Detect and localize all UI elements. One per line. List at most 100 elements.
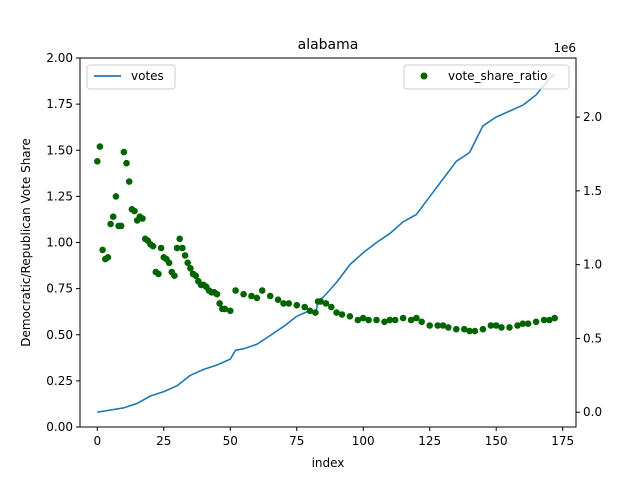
legend-vote-share-swatch bbox=[420, 72, 428, 80]
vote-share-point bbox=[179, 244, 186, 252]
vote-share-point bbox=[333, 309, 340, 316]
vote-share-point bbox=[391, 316, 399, 324]
y-axis-right-offset-text: 1e6 bbox=[553, 41, 576, 55]
vote-share-point bbox=[248, 292, 255, 300]
x-tick-label: 100 bbox=[352, 434, 375, 448]
legend-vote-share-label: vote_share_ratio bbox=[448, 69, 547, 83]
y2-tick-label: 0.0 bbox=[583, 405, 602, 419]
vote-share-point bbox=[434, 322, 442, 329]
plot-series bbox=[94, 73, 558, 413]
vote-share-point bbox=[365, 316, 372, 324]
vote-share-point bbox=[173, 244, 181, 252]
chart-title: alabama bbox=[298, 37, 359, 53]
y-tick-label: 1.50 bbox=[46, 143, 73, 157]
vote-share-point bbox=[149, 242, 157, 250]
vote-share-point bbox=[227, 307, 234, 315]
vote-share-point bbox=[96, 143, 104, 150]
vote-share-point bbox=[407, 316, 415, 324]
y2-tick-label: 1.0 bbox=[583, 258, 602, 272]
vote-share-point bbox=[328, 303, 335, 311]
vote-share-point bbox=[123, 159, 130, 167]
x-tick-label: 75 bbox=[289, 434, 304, 448]
vote-share-point bbox=[104, 253, 112, 261]
vote-share-point bbox=[461, 325, 468, 333]
vote-share-point bbox=[125, 178, 133, 185]
vote-share-point bbox=[487, 322, 495, 329]
vote-share-point bbox=[285, 300, 293, 307]
y-tick-label: 1.00 bbox=[46, 236, 73, 250]
vote-share-point bbox=[532, 318, 540, 326]
vote-share-point bbox=[293, 301, 301, 309]
vote-share-point bbox=[338, 311, 346, 318]
vote-share-point bbox=[312, 309, 319, 316]
x-axis-label: index bbox=[312, 456, 345, 470]
vote-share-point bbox=[266, 292, 274, 300]
y2-tick-label: 1.5 bbox=[583, 184, 602, 198]
x-axis: 0 25 50 75 100 125 150 175 bbox=[93, 427, 574, 448]
vote-share-point bbox=[306, 307, 314, 315]
vote-share-point bbox=[274, 296, 282, 304]
legend-votes-label: votes bbox=[131, 69, 164, 83]
y-tick-label: 2.00 bbox=[46, 51, 73, 65]
vote-share-point bbox=[453, 325, 460, 333]
vote-share-point bbox=[187, 265, 194, 272]
x-tick-label: 50 bbox=[223, 434, 238, 448]
vote-share-point bbox=[479, 325, 487, 333]
vote-share-point bbox=[439, 322, 447, 329]
vote-share-point bbox=[471, 327, 479, 335]
vote-share-point bbox=[492, 322, 500, 329]
vote-share-point bbox=[381, 318, 388, 326]
vote-share-point bbox=[107, 220, 114, 228]
vote-share-point bbox=[155, 270, 162, 278]
vote-share-point bbox=[221, 305, 229, 313]
y-tick-label: 0.75 bbox=[46, 282, 73, 296]
vote-share-point bbox=[253, 294, 261, 302]
vote-share-point bbox=[157, 244, 165, 252]
y-tick-label: 0.50 bbox=[46, 328, 73, 342]
x-tick-label: 25 bbox=[156, 434, 171, 448]
vote-share-point bbox=[317, 298, 325, 305]
vote-share-point bbox=[184, 259, 191, 267]
vote-share-point bbox=[301, 303, 309, 311]
vote-share-point bbox=[426, 322, 434, 329]
vote-share-point bbox=[524, 320, 532, 328]
vote-share-point bbox=[99, 246, 106, 254]
vote-share-point bbox=[120, 148, 128, 156]
vote-share-point bbox=[506, 324, 513, 331]
vote-share-point bbox=[216, 300, 223, 307]
vote-share-point bbox=[514, 322, 521, 329]
y2-tick-label: 2.0 bbox=[583, 110, 602, 124]
vote-share-point bbox=[131, 207, 138, 215]
vote-share-point bbox=[413, 314, 420, 322]
vote-share-point bbox=[139, 215, 146, 222]
y-tick-label: 1.25 bbox=[46, 189, 73, 203]
x-tick-label: 150 bbox=[485, 434, 508, 448]
vote-share-point bbox=[386, 316, 394, 324]
vote-share-point bbox=[181, 252, 189, 259]
vote-share-point bbox=[117, 222, 125, 230]
x-tick-label: 0 bbox=[93, 434, 101, 448]
vote-share-point bbox=[346, 313, 354, 320]
legend-left: votes bbox=[86, 64, 176, 90]
vote-share-point bbox=[213, 290, 221, 298]
vote-share-point bbox=[240, 290, 247, 298]
vote-share-point bbox=[466, 327, 473, 335]
vote-share-point bbox=[94, 158, 101, 165]
vote-share-point bbox=[112, 193, 120, 200]
vote-share-point bbox=[192, 272, 199, 280]
vote-share-point bbox=[445, 324, 452, 331]
vote-share-point bbox=[498, 324, 505, 331]
legend-left-box bbox=[86, 64, 176, 90]
vote-share-point bbox=[322, 300, 330, 307]
y-axis-label: Democratic/Republican Vote Share bbox=[19, 138, 33, 346]
legend-right-box bbox=[403, 64, 570, 90]
legend-right: vote_share_ratio bbox=[403, 64, 570, 90]
vote-share-point bbox=[359, 314, 367, 322]
y-axis-right: 0.0 0.5 1.0 1.5 2.0 bbox=[576, 110, 602, 419]
vote-share-point bbox=[258, 287, 266, 294]
vote-share-point bbox=[171, 272, 178, 280]
vote-share-point bbox=[540, 316, 548, 324]
vote-share-point bbox=[176, 235, 183, 243]
y-axis-left: 0.00 0.25 0.50 0.75 1.00 1.25 1.50 1.75 2.00 bbox=[46, 51, 80, 434]
y2-tick-label: 0.5 bbox=[583, 331, 602, 345]
